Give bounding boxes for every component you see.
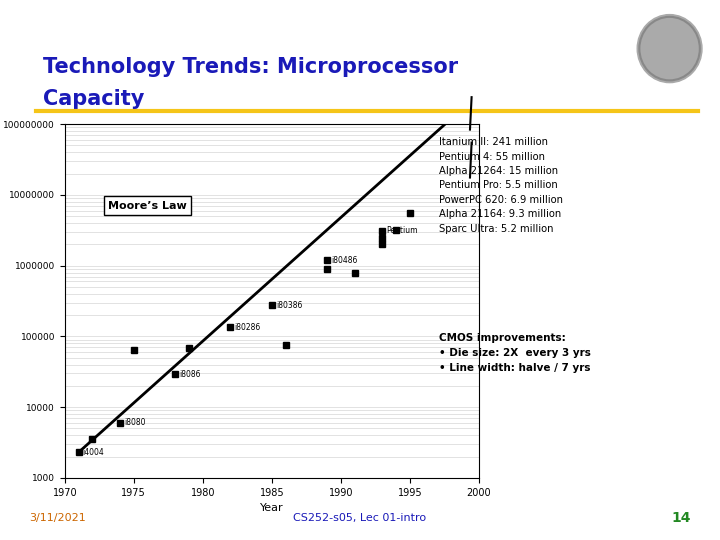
Circle shape — [637, 15, 702, 83]
Text: Pentium: Pentium — [387, 226, 418, 235]
Text: 3/11/2021: 3/11/2021 — [29, 514, 86, 523]
Text: i8080: i8080 — [124, 418, 145, 427]
Text: Technology Trends: Microprocessor: Technology Trends: Microprocessor — [43, 57, 459, 77]
Text: CMOS improvements:
• Die size: 2X  every 3 yrs
• Line width: halve / 7 yrs: CMOS improvements: • Die size: 2X every … — [439, 333, 591, 373]
Text: Itanium II: 241 million
Pentium 4: 55 million
Alpha 21264: 15 million
Pentium Pr: Itanium II: 241 million Pentium 4: 55 mi… — [439, 137, 564, 234]
Text: i80286: i80286 — [235, 323, 261, 332]
Text: i80386: i80386 — [276, 301, 302, 310]
X-axis label: Year: Year — [260, 503, 284, 513]
Text: Capacity: Capacity — [43, 89, 145, 109]
Text: i80486: i80486 — [331, 255, 358, 265]
Text: Moore’s Law: Moore’s Law — [108, 201, 187, 211]
Text: 14: 14 — [672, 511, 691, 525]
Text: i4004: i4004 — [83, 448, 104, 457]
Text: CS252-s05, Lec 01-intro: CS252-s05, Lec 01-intro — [294, 514, 426, 523]
Text: i8086: i8086 — [179, 370, 201, 379]
